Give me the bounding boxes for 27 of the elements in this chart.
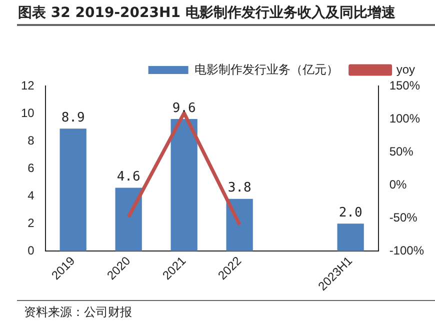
bar [60,128,86,252]
y-tick-label: 12 [20,78,35,92]
chart-title: 图表 32 2019-2023H1 电影制作发行业务收入及同比增速 [18,4,396,22]
y-tick-label: 4 [28,188,35,202]
y2-tick-label: 50% [389,144,414,158]
y-tick-label: 2 [28,216,35,230]
legend-label: 电影制作发行业务（亿元） [194,62,338,76]
bar [115,188,142,252]
y-tick-label: 0 [28,243,35,258]
y-tick-label: 6 [28,160,35,175]
data-label: 3.8 [228,180,252,196]
y2-tick-label: 0% [389,177,407,192]
y2-tick-label: 100% [389,111,420,126]
data-label: 8.9 [61,110,85,126]
y2-tick-label: -50% [389,210,418,224]
data-label: 4.6 [116,170,140,185]
y-tick-label: 10 [20,106,35,120]
legend-label: yoy [396,62,416,76]
bar [170,119,198,252]
data-label: 2.0 [338,205,362,220]
text: 资料来源：公司财报 [24,304,132,321]
y2-tick-label: 150% [389,78,420,92]
y-tick-label: 8 [28,133,35,148]
bar [226,198,253,252]
y2-tick-label: -100% [389,243,424,258]
data-label: 9.6 [172,100,196,116]
bar [337,224,364,252]
